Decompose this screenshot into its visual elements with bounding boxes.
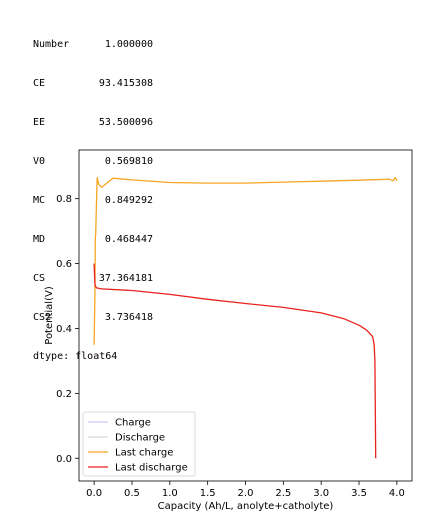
legend-label: Last charge: [115, 448, 173, 459]
stat-value: 0.569810: [104, 156, 153, 167]
legend-box: [82, 411, 196, 477]
stat-row-ee: EE 53.500096: [33, 116, 153, 129]
stat-name: CS2: [33, 312, 52, 323]
stat-value: 0.468447: [104, 234, 153, 245]
x-tick-label: 3.5: [351, 488, 367, 499]
legend-label: Discharge: [115, 433, 165, 444]
dtype-label: dtype: float64: [33, 351, 118, 362]
x-axis-label: Capacity (Ah/L, anolyte+catholyte): [158, 501, 334, 512]
stat-name: EE: [33, 117, 46, 128]
stat-row-number: Number 1.000000: [33, 38, 153, 51]
x-tick-label: 1.5: [200, 488, 216, 499]
stat-value: 93.415308: [98, 78, 153, 89]
stat-name: CS: [33, 273, 46, 284]
stats-output: Number 1.000000 CE 93.415308 EE 53.500096 V…: [33, 12, 153, 376]
stat-value: 53.500096: [98, 117, 153, 128]
y-tick-label: 0.4: [56, 324, 72, 335]
x-tick-label: 2.0: [238, 488, 254, 499]
stat-name: Number: [33, 39, 70, 50]
stat-row-cs2: CS2 3.736418: [33, 311, 153, 324]
legend: Charge Discharge Last charge Last discharge: [82, 411, 196, 477]
stat-name: MD: [33, 234, 46, 245]
stat-row-cs: CS 37.364181: [33, 272, 153, 285]
legend-label: Last discharge: [115, 463, 188, 474]
y-tick-label: 0.8: [56, 194, 72, 205]
stat-name: V0: [33, 156, 46, 167]
legend-label: Charge: [115, 418, 151, 429]
y-axis-label: Potential(V): [44, 286, 55, 345]
x-tick-label: 4.0: [389, 488, 405, 499]
y-tick-label: 0.0: [56, 454, 72, 465]
stat-name: MC: [33, 195, 46, 206]
x-tick-label: 3.0: [313, 488, 329, 499]
y-tick-label: 0.6: [56, 259, 72, 270]
stat-value: 0.849292: [104, 195, 153, 206]
stat-row-md: MD 0.468447: [33, 233, 153, 246]
x-tick-label: 0.0: [86, 488, 102, 499]
stat-value: 3.736418: [104, 312, 153, 323]
stat-value: 37.364181: [98, 273, 153, 284]
y-tick-label: 0.2: [56, 389, 72, 400]
stat-value: 1.000000: [104, 39, 153, 50]
stat-row-mc: MC 0.849292: [33, 194, 153, 207]
x-tick-label: 0.5: [124, 488, 140, 499]
stat-name: CE: [33, 78, 46, 89]
x-tick-label: 1.0: [162, 488, 178, 499]
x-tick-label: 2.5: [275, 488, 291, 499]
series-line-3: [93, 263, 377, 459]
stat-row-v0: V0 0.569810: [33, 155, 153, 168]
stat-row-ce: CE 93.415308: [33, 77, 153, 90]
series-line-2: [93, 176, 398, 345]
